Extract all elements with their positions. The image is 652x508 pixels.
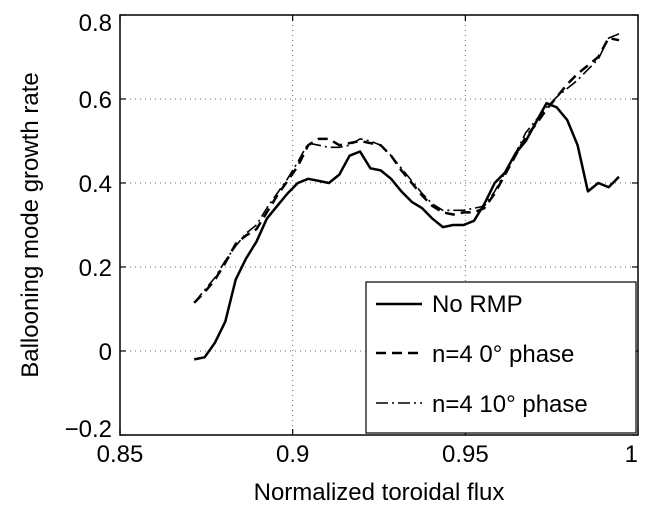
legend: No RMP n=4 0° phase n=4 10° phase [365, 281, 637, 434]
legend-label-n4-10-phase: n=4 10° phase [432, 391, 588, 418]
series-line-2 [193, 33, 620, 304]
plot-frame [119, 14, 639, 436]
x-axis-label: Normalized toroidal flux [254, 479, 505, 506]
series-line-0 [193, 101, 620, 361]
series-lines [193, 33, 620, 361]
axis-ticks: 0.85 0.9 0.95 1 −0.2 0 0.2 0.4 0.6 0.8 [65, 10, 639, 468]
x-tick-label: 0.85 [97, 441, 144, 468]
y-tick-label: 0.2 [79, 255, 112, 282]
y-tick-label: −0.2 [65, 416, 112, 443]
y-tick-label: 0.8 [79, 10, 112, 37]
x-tick-label: 1 [625, 441, 638, 468]
legend-label-n4-0-phase: n=4 0° phase [432, 341, 574, 368]
y-tick-label: 0 [99, 339, 112, 366]
y-axis-label: Ballooning mode growth rate [17, 72, 44, 378]
y-tick-label: 0.6 [79, 87, 112, 114]
x-tick-label: 0.9 [276, 441, 309, 468]
legend-label-no-rmp: No RMP [432, 291, 523, 318]
legend-box [365, 281, 637, 434]
y-tick-label: 0.4 [79, 171, 112, 198]
series-line-1 [193, 36, 620, 304]
x-tick-label: 0.95 [442, 441, 489, 468]
